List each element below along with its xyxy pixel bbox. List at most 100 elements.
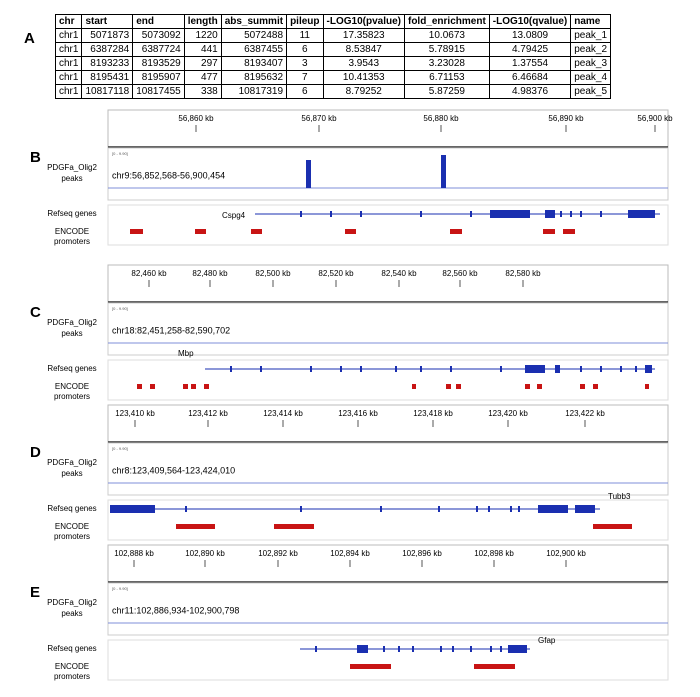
ruler-frame: [107, 404, 669, 443]
exon: [383, 646, 385, 652]
exon: [580, 366, 582, 372]
promoter: [563, 229, 575, 234]
peak-track: [107, 582, 669, 636]
gene-name: Tubb3: [608, 492, 631, 501]
promoter: [204, 384, 209, 389]
promoter: [456, 384, 461, 389]
promoter: [137, 384, 142, 389]
exon: [600, 211, 602, 217]
exon: [230, 366, 232, 372]
track-label: peaks: [61, 609, 82, 618]
track-label: ENCODE: [55, 382, 89, 391]
track-label: promoters: [54, 532, 90, 541]
exon: [380, 506, 382, 512]
ruler-tick-label: 123,420 kb: [488, 409, 528, 418]
ruler-tick-label: 56,890 kb: [548, 114, 584, 123]
track-label: promoters: [54, 237, 90, 246]
table-cell: 4.98376: [488, 84, 572, 99]
exon: [645, 365, 652, 373]
exon: [300, 211, 302, 217]
promoter: [474, 664, 515, 669]
locus: chr8:123,409,564-123,424,010: [112, 465, 235, 475]
ruler-tick-label: 56,870 kb: [301, 114, 337, 123]
promoter: [150, 384, 155, 389]
peak-track: [107, 442, 669, 496]
track-label: ENCODE: [55, 662, 89, 671]
exon: [635, 366, 637, 372]
exon: [555, 365, 560, 373]
exon: [185, 506, 187, 512]
ruler-tick-label: 56,880 kb: [423, 114, 459, 123]
promoter: [645, 384, 649, 389]
ruler-tick-label: 82,460 kb: [131, 269, 167, 278]
peak-track: [107, 147, 669, 201]
ruler-tick-label: 82,580 kb: [505, 269, 541, 278]
promoter: [450, 229, 462, 234]
panel-label: C: [30, 304, 41, 321]
exon: [476, 506, 478, 512]
exon: [518, 506, 520, 512]
panel-label: A: [24, 30, 35, 47]
ruler-tick-label: 102,900 kb: [546, 549, 586, 558]
exon: [470, 646, 472, 652]
exon: [600, 366, 602, 372]
promoter: [446, 384, 451, 389]
track-label: promoters: [54, 392, 90, 401]
track-label: PDGFa_Olig2: [47, 318, 97, 327]
exon: [580, 211, 582, 217]
track-label: Refseq genes: [47, 644, 96, 653]
track-range: [0 - 9.90]: [112, 446, 128, 451]
exon: [340, 366, 342, 372]
track-label: PDGFa_Olig2: [47, 163, 97, 172]
exon: [545, 210, 555, 218]
track-label: PDGFa_Olig2: [47, 458, 97, 467]
exon: [420, 211, 422, 217]
peak-table: chr start end length abs_summit pileup -LOG10(…: [54, 14, 612, 99]
ruler-tick-label: 82,520 kb: [318, 269, 354, 278]
locus: chr9:56,852,568-56,900,454: [112, 170, 225, 180]
exon: [260, 366, 262, 372]
exon: [508, 645, 527, 653]
exon: [300, 506, 302, 512]
locus: chr11:102,886,934-102,900,798: [112, 605, 239, 615]
track-range: [0 - 9.90]: [112, 586, 128, 591]
ruler-frame: [107, 264, 669, 303]
table-cell: chr1: [54, 84, 83, 99]
exon: [395, 366, 397, 372]
track-label: promoters: [54, 672, 90, 681]
exon: [450, 366, 452, 372]
exon: [412, 646, 414, 652]
exon: [452, 646, 454, 652]
exon: [560, 211, 562, 217]
exon: [398, 646, 400, 652]
exon: [570, 211, 572, 217]
exon: [500, 646, 502, 652]
promoter: [593, 524, 632, 529]
track-range: [0 - 9.90]: [112, 306, 128, 311]
peak-track: [107, 302, 669, 356]
ruler-tick-label: 123,418 kb: [413, 409, 453, 418]
track-range: [0 - 9.90]: [112, 151, 128, 156]
table-cell: 6: [286, 84, 324, 99]
gene-name: Gfap: [538, 636, 556, 645]
exon: [628, 210, 655, 218]
gene-track: [107, 204, 669, 246]
exon: [490, 646, 492, 652]
panel-label: B: [30, 149, 41, 166]
table-cell: 10817118: [81, 84, 134, 99]
exon: [360, 366, 362, 372]
exon: [470, 211, 472, 217]
exon: [357, 645, 368, 653]
exon: [525, 365, 545, 373]
ruler-tick-label: 102,896 kb: [402, 549, 442, 558]
ruler-tick-label: 82,540 kb: [381, 269, 417, 278]
panel-label: E: [30, 584, 40, 601]
track-label: peaks: [61, 469, 82, 478]
exon: [538, 505, 568, 513]
header-row: chr start end length abs_summit pileup -LOG10(…: [54, 14, 612, 29]
track-label: Refseq genes: [47, 364, 96, 373]
table-row: chr1 10817118 10817455 338 10817319 6 8.79252 5…: [54, 84, 612, 99]
ruler-tick-label: 123,414 kb: [263, 409, 303, 418]
